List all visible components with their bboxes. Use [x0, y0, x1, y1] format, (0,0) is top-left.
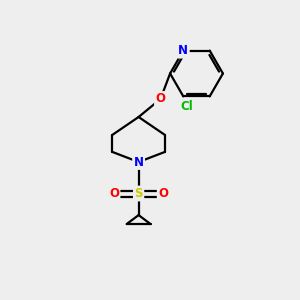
Text: O: O — [109, 187, 119, 200]
Text: S: S — [134, 187, 143, 200]
Text: Cl: Cl — [180, 100, 193, 113]
Text: N: N — [134, 155, 144, 169]
Text: O: O — [155, 92, 166, 106]
Text: O: O — [158, 187, 168, 200]
Text: N: N — [178, 44, 188, 57]
